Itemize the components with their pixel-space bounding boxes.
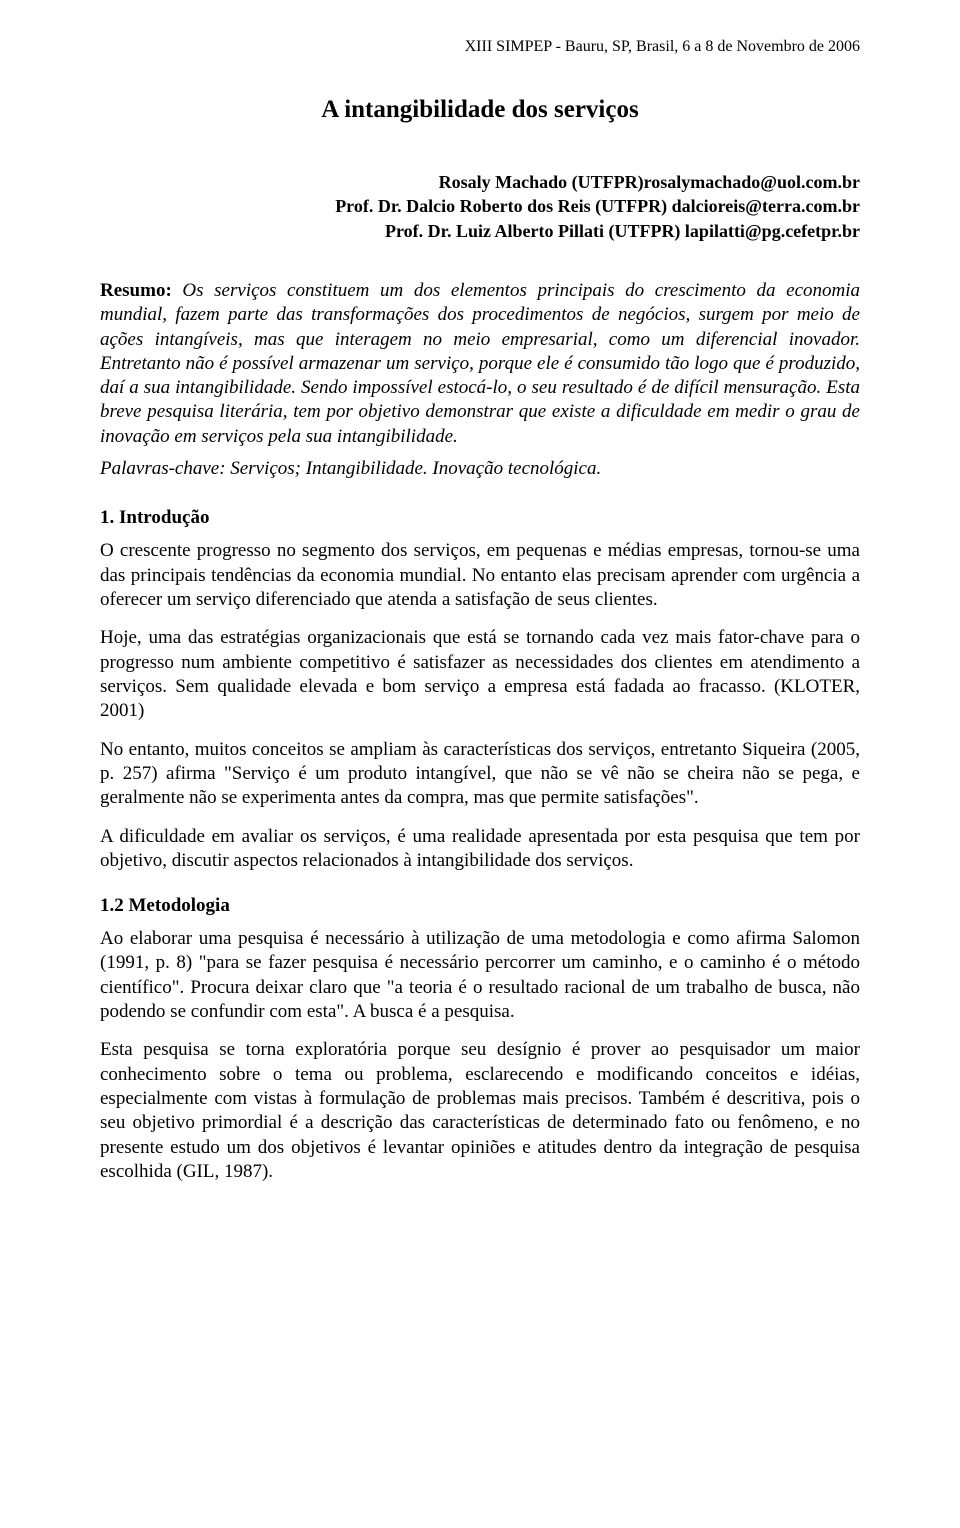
abstract-text: Os serviços constituem um dos elementos … [100, 280, 860, 447]
keywords: Palavras-chave: Serviços; Intangibilidad… [100, 457, 860, 481]
author-line-1: Rosaly Machado (UTFPR)rosalymachado@uol.… [100, 170, 860, 194]
paragraph: A dificuldade em avaliar os serviços, é … [100, 825, 860, 874]
running-header: XIII SIMPEP - Bauru, SP, Brasil, 6 a 8 d… [100, 38, 860, 56]
abstract-label: Resumo: [100, 280, 172, 301]
author-line-3: Prof. Dr. Luiz Alberto Pillati (UTFPR) l… [100, 219, 860, 243]
author-line-2: Prof. Dr. Dalcio Roberto dos Reis (UTFPR… [100, 194, 860, 218]
paragraph: Ao elaborar uma pesquisa é necessário à … [100, 927, 860, 1024]
paragraph: Hoje, uma das estratégias organizacionai… [100, 626, 860, 723]
abstract: Resumo: Os serviços constituem um dos el… [100, 279, 860, 449]
paragraph: O crescente progresso no segmento dos se… [100, 539, 860, 612]
paragraph: No entanto, muitos conceitos se ampliam … [100, 738, 860, 811]
page: XIII SIMPEP - Bauru, SP, Brasil, 6 a 8 d… [0, 0, 960, 1528]
paragraph: Esta pesquisa se torna exploratória porq… [100, 1038, 860, 1184]
section-heading-introducao: 1. Introdução [100, 507, 860, 529]
paper-title: A intangibilidade dos serviços [100, 96, 860, 124]
section-heading-metodologia: 1.2 Metodologia [100, 895, 860, 917]
authors-block: Rosaly Machado (UTFPR)rosalymachado@uol.… [100, 170, 860, 243]
